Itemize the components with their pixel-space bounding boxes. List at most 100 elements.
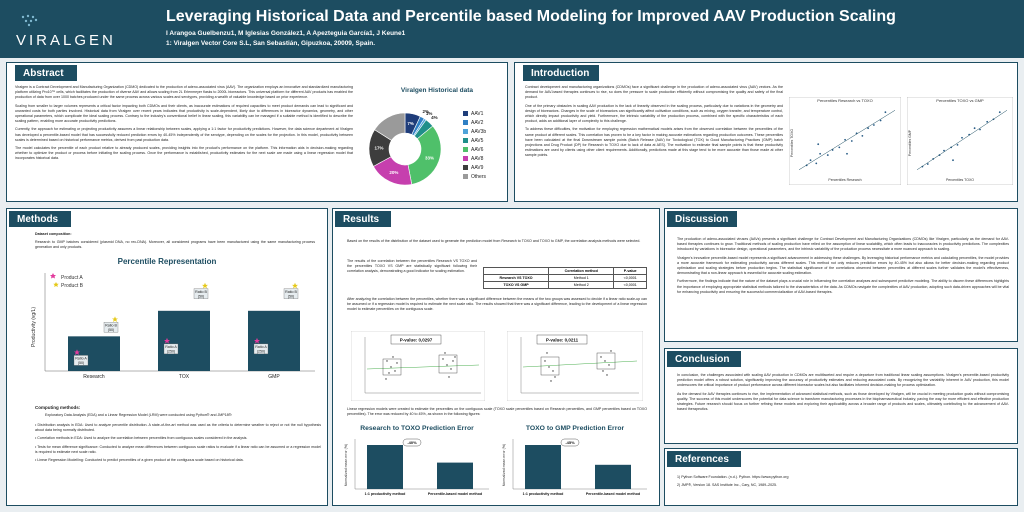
references-header: References: [667, 451, 741, 467]
ratio-value: (50): [288, 294, 294, 298]
methods-bullet-4-text: Linear Regression Modelling: Conducted t…: [37, 458, 244, 463]
computing-intro: Exploratory Data Analysis (EDA) and a Li…: [45, 413, 233, 417]
legend-product-b: Product B: [61, 283, 84, 289]
pie-legend-swatch: [463, 165, 468, 170]
regression-line: [798, 110, 896, 171]
product-b-star-icon: [202, 282, 208, 289]
abstract-panel: Abstract Viralgen is a Contract Developm…: [6, 62, 508, 202]
err-left-badge: [402, 438, 422, 447]
ratio-box: [253, 343, 269, 355]
scatter-point: [861, 134, 864, 137]
err-left-cat-1: 1:1 productivity method: [365, 492, 406, 496]
results-header: Results: [335, 211, 391, 227]
ratio-value: (250): [257, 349, 265, 353]
discussion-p3: Furthermore, the findings indicate that …: [677, 279, 1009, 294]
methods-bullet-3-text: Tests for mean difference significance: …: [35, 444, 321, 454]
boxplot-right-pvalue: P-value: 0,0211: [546, 338, 579, 343]
pie-title: Viralgen Historical data: [400, 87, 474, 94]
abstract-p4: The model calculates the percentile of e…: [15, 146, 353, 161]
bar-chart-ylabel: Productivity (vg/L): [31, 307, 37, 347]
err-right-cat-1: 1:1 productivity method: [523, 492, 564, 496]
conclusion-panel: Conclusion In conclusion, the challenges…: [664, 348, 1018, 444]
scatter-point: [952, 159, 954, 162]
scatter-point: [998, 111, 1001, 114]
scatter-point: [867, 127, 870, 130]
pie-pct-label: 33%: [425, 155, 434, 160]
scatter-point: [819, 152, 822, 155]
table-row: Research VS TOXO Method 1 <0,0001: [482, 274, 647, 282]
discussion-header: Discussion: [667, 211, 737, 227]
introduction-panel: Introduction Contract development and ma…: [514, 62, 1018, 202]
scatter-point: [973, 127, 976, 130]
err-left-cat-2: Percentile-based model method: [428, 492, 482, 496]
abstract-p3: Currently, the approach for estimating o…: [15, 127, 353, 142]
err-left-ylabel: Normalized mean error (%): [344, 444, 348, 486]
methods-bullet-2-text: Correlation methods in EDA: Used to anal…: [37, 436, 248, 441]
scatter-left-title: Percentiles Research vs TOXO: [817, 98, 872, 103]
conclusion-p1: In conclusion, the challenges associated…: [677, 373, 1009, 388]
table-cell: TOXO VS GMP: [482, 281, 550, 289]
ratio-value: (50): [198, 294, 204, 298]
scatter-right-title: Percentiles TOXO vs GMP: [936, 98, 984, 103]
scatter-point: [826, 154, 829, 156]
methods-bullet-4: • Linear Regression Modelling: Conducted…: [35, 458, 244, 463]
bar-chart-title: Percentile Representation: [117, 257, 217, 266]
methods-panel: Methods Dataset composition: Research to…: [6, 208, 328, 506]
err-right-badge-text: -45%: [565, 440, 575, 445]
pie-pct-label: 17%: [375, 146, 384, 151]
pie-slice-aav6: [407, 125, 442, 185]
pie-legend-aav8: AAV8: [471, 156, 484, 162]
conclusion-text: In conclusion, the challenges associated…: [677, 373, 1009, 443]
ratio-box: [283, 288, 299, 299]
boxplot-left: P-value: 0,0297: [351, 331, 485, 401]
introduction-text: Contract development and manufacturing o…: [525, 85, 783, 199]
ratio-label: Ratio B: [105, 323, 117, 327]
computing-heading: Computing methods:: [35, 405, 81, 410]
scatter-point: [986, 120, 989, 123]
scatter-point: [817, 143, 820, 146]
scatter-point: [838, 146, 841, 149]
ratio-label: Ratio B: [195, 290, 207, 294]
pie-pct-label: 4%: [431, 115, 438, 120]
conclusion-p2: As the demand for AAV therapies continue…: [677, 391, 1009, 412]
error-chart-right: Normalized mean error (%) -45% 1:1 produ…: [502, 438, 647, 496]
pie-legend-others: Others: [471, 174, 487, 180]
methods-bullet-1: • Distribution analysis in EDA: Used to …: [35, 423, 321, 433]
scatter-research-toxo: Percentiles Research vs TOXO Percentiles…: [789, 97, 901, 185]
pie-legend-swatch: [463, 174, 468, 179]
table-header-cell: Correlation method: [548, 267, 615, 275]
reference-item-1: 1) Python Software Foundation. (n.d.). P…: [677, 475, 789, 479]
pie-legend-aav9: AAV9: [471, 165, 484, 171]
dataset-heading: Dataset composition:: [35, 232, 72, 236]
methods-bullets: • Distribution analysis in EDA: Used to …: [35, 423, 321, 503]
ratio-label: Ratio A: [255, 345, 267, 349]
scatter-right-points: [916, 110, 1008, 171]
results-p3: After analyzing the correlation between …: [347, 297, 647, 312]
intro-p2: One of the primary obstacles in scaling …: [525, 103, 783, 124]
scatter-point: [844, 138, 846, 141]
table-cell: Research VS TOXO: [482, 274, 550, 282]
pie-slice-others: [374, 112, 406, 141]
scatter-left-xlabel: Percentiles Research: [828, 178, 861, 182]
scatter-point: [879, 119, 882, 122]
pie-legend-swatch: [463, 156, 468, 161]
results-p4: Linear regression models were created to…: [347, 407, 647, 417]
scatter-right-xlabel: Percentiles TOXO: [946, 178, 974, 182]
correlation-table: Correlation method P-value Research VS T…: [482, 267, 647, 289]
product-b-legend-icon: [53, 282, 59, 287]
ratio-value: (250): [167, 349, 175, 353]
scatter-point: [815, 162, 818, 165]
pie-legend-swatch: [463, 120, 468, 125]
scatter-point: [884, 111, 887, 114]
error-chart-left: Normalized mean error (%) -40% 1:1 produ…: [344, 438, 489, 496]
scatter-point: [956, 143, 959, 146]
introduction-header: Introduction: [523, 65, 599, 81]
logo-dots-icon: [21, 14, 38, 27]
logo-text: VIRALGEN: [16, 32, 116, 49]
references-list: 1) Python Software Foundation. (n.d.). P…: [677, 475, 1007, 503]
product-a-star-icon: [164, 337, 170, 344]
scatter-point: [850, 140, 853, 142]
err-right-bars: [525, 445, 631, 489]
